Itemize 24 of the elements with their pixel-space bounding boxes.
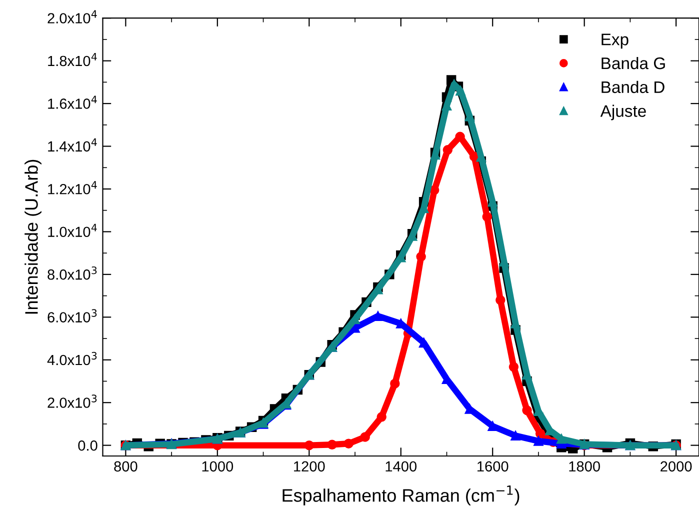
y-tick-label: 1.0x10$^{4}$	[48, 224, 97, 238]
y-tick-label: 2.0x10$^{3}$	[48, 394, 97, 408]
x-tick-label: 1000	[202, 461, 234, 472]
y-tick-label: 8.0x10$^{3}$	[48, 266, 97, 280]
y-tick-label: 1.6x10$^{4}$	[48, 96, 97, 109]
x-tick-label: 1600	[478, 461, 508, 472]
legend-label: Exp	[602, 34, 628, 49]
legend-label: Banda D	[602, 80, 664, 94]
y-axis-title: Intensidade (U.Arb)	[24, 160, 42, 314]
x-axis-title: Espalhamento Raman (cm$^{−1}$)	[282, 486, 520, 506]
y-tick-label: 1.4x10$^{4}$	[48, 138, 97, 152]
legend-label: Banda G	[602, 56, 665, 70]
y-tick-label: 6.0x10$^{3}$	[48, 309, 97, 322]
y-tick-label: 2.0x10$^{4}$	[48, 10, 97, 24]
x-tick-label: 800	[114, 461, 138, 472]
y-tick-label: 4.0x10$^{3}$	[47, 352, 97, 366]
y-tick-label: 1.8x10$^{4}$	[48, 52, 97, 66]
legend-label: Ajuste	[600, 104, 646, 120]
y-tick-label: 0.0	[78, 440, 98, 451]
x-tick-label: 1200	[294, 461, 325, 472]
x-tick-label: 2000	[660, 461, 692, 472]
y-tick-label: 1.2x10$^{4}$	[48, 181, 97, 194]
x-tick-label: 1400	[386, 461, 417, 472]
x-tick-label: 1800	[569, 461, 600, 472]
